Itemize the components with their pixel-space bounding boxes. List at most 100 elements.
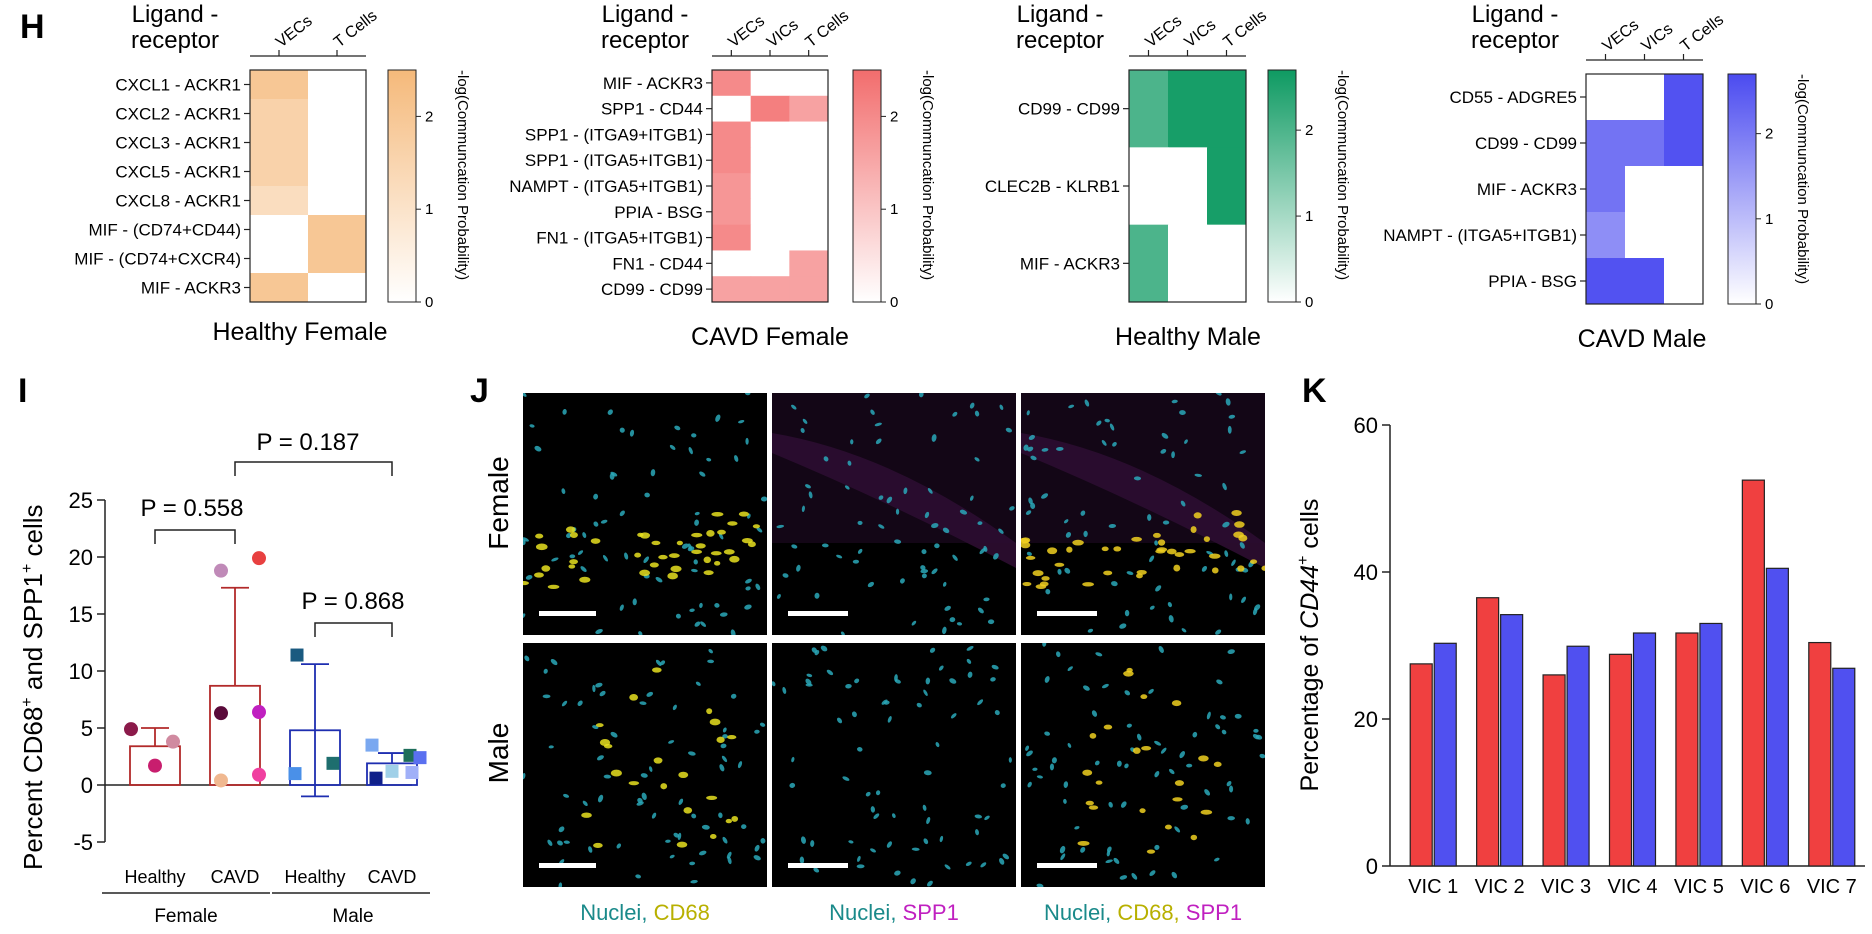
nucleus <box>1252 734 1260 740</box>
nucleus <box>899 578 905 584</box>
colorbar-tick-label: 1 <box>1305 208 1313 225</box>
heatmap-cell <box>789 70 829 97</box>
cd68-signal <box>1237 565 1245 572</box>
heatmap-border <box>249 69 367 303</box>
cd68-signal <box>1174 780 1185 786</box>
data-point <box>214 706 228 721</box>
caption-part: Nuclei <box>1044 900 1105 925</box>
group-label: Healthy <box>124 867 185 887</box>
nucleus <box>939 835 944 843</box>
nucleus <box>1044 676 1050 683</box>
heatmap-cell <box>1586 258 1626 305</box>
nucleus <box>922 804 927 811</box>
cd68-signal <box>535 543 548 551</box>
ylabel-sup: + <box>19 564 36 573</box>
nucleus <box>1105 859 1113 864</box>
nucleus <box>870 409 875 415</box>
nucleus <box>1008 757 1012 763</box>
nucleus <box>845 683 852 689</box>
cd68-signal <box>565 526 576 533</box>
nucleus <box>799 856 805 864</box>
nucleus <box>675 613 681 619</box>
nucleus <box>1221 729 1227 735</box>
nucleus <box>875 790 881 796</box>
cd68-signal <box>1066 546 1073 553</box>
nucleus <box>1162 520 1170 525</box>
heatmap-1: Ligand -receptor CXCL1 - ACKR1 CXCL2 - ACK… <box>74 1 471 346</box>
nucleus <box>1002 853 1010 860</box>
y-axis-label: Percentage of CD44+ cells <box>1295 499 1324 792</box>
y-tick-label: 15 <box>69 602 93 627</box>
nucleus <box>1027 446 1034 452</box>
nucleus <box>1059 845 1066 854</box>
nucleus <box>911 847 920 851</box>
colorbar <box>852 69 882 303</box>
cd68-signal <box>1211 567 1219 574</box>
nucleus <box>726 851 732 859</box>
data-point <box>413 751 427 765</box>
heatmap-cell <box>1207 224 1247 303</box>
micrograph-tile <box>772 643 1016 887</box>
nucleus <box>1206 711 1211 720</box>
nucleus <box>923 770 932 776</box>
cd68-signal <box>716 736 725 743</box>
nucleus <box>607 409 613 415</box>
row-label-male: Male <box>483 723 514 784</box>
nucleus <box>1149 870 1156 877</box>
nucleus <box>848 840 854 844</box>
nucleus <box>524 655 530 662</box>
nucleus <box>695 681 701 686</box>
cd68-signal <box>1139 808 1146 814</box>
cd68-signal <box>1231 510 1242 517</box>
nucleus <box>800 836 806 844</box>
mean-bar <box>209 684 261 786</box>
scale-bar <box>1037 863 1097 868</box>
cd68-signal <box>569 559 578 565</box>
nucleus <box>886 496 893 504</box>
ligand-receptor-header: Ligand -receptor <box>1471 1 1559 54</box>
data-point <box>214 773 228 788</box>
nucleus <box>850 439 854 445</box>
nucleus <box>1124 763 1129 769</box>
cd68-signal <box>723 549 735 555</box>
colorbar-label: -log(Communcation Probability) <box>919 70 936 280</box>
nucleus <box>582 800 588 806</box>
heatmap-cell <box>712 198 752 226</box>
data-point <box>369 771 383 785</box>
nucleus <box>1041 493 1049 499</box>
ligand-receptor-header: Ligand -receptor <box>601 1 689 54</box>
nucleus <box>745 393 751 396</box>
cd68-signal <box>581 812 592 818</box>
cd68-signal <box>1054 562 1065 567</box>
cd68-signal <box>1261 565 1265 571</box>
nucleus <box>1068 404 1075 409</box>
header-line: receptor <box>1016 27 1104 54</box>
nucleus <box>1149 555 1155 563</box>
heatmap-cell <box>250 157 309 187</box>
tissue-region <box>1021 393 1265 543</box>
micrograph-tile <box>1021 393 1265 635</box>
nucleus <box>523 537 529 542</box>
column-label: T Cells <box>1677 11 1726 55</box>
bar <box>1832 667 1856 867</box>
nucleus <box>681 543 689 549</box>
cd68-signal <box>1190 526 1197 533</box>
colorbar <box>387 69 417 303</box>
nucleus <box>593 493 599 500</box>
cd68-signal <box>691 549 703 555</box>
cd68-signal <box>1072 539 1084 546</box>
cd68-signal <box>1035 584 1047 590</box>
data-point <box>326 756 340 770</box>
nucleus <box>1030 502 1036 509</box>
nucleus <box>805 484 811 489</box>
colorbar-tick-label: 0 <box>890 294 898 311</box>
nucleus <box>903 487 908 495</box>
nucleus <box>754 729 760 734</box>
heatmap-cell <box>1664 74 1704 121</box>
heatmap-cell <box>712 224 752 251</box>
nucleus <box>1234 713 1242 719</box>
data-point <box>288 767 302 781</box>
nucleus <box>523 773 526 780</box>
nucleus <box>699 602 703 609</box>
data-point <box>252 767 266 782</box>
